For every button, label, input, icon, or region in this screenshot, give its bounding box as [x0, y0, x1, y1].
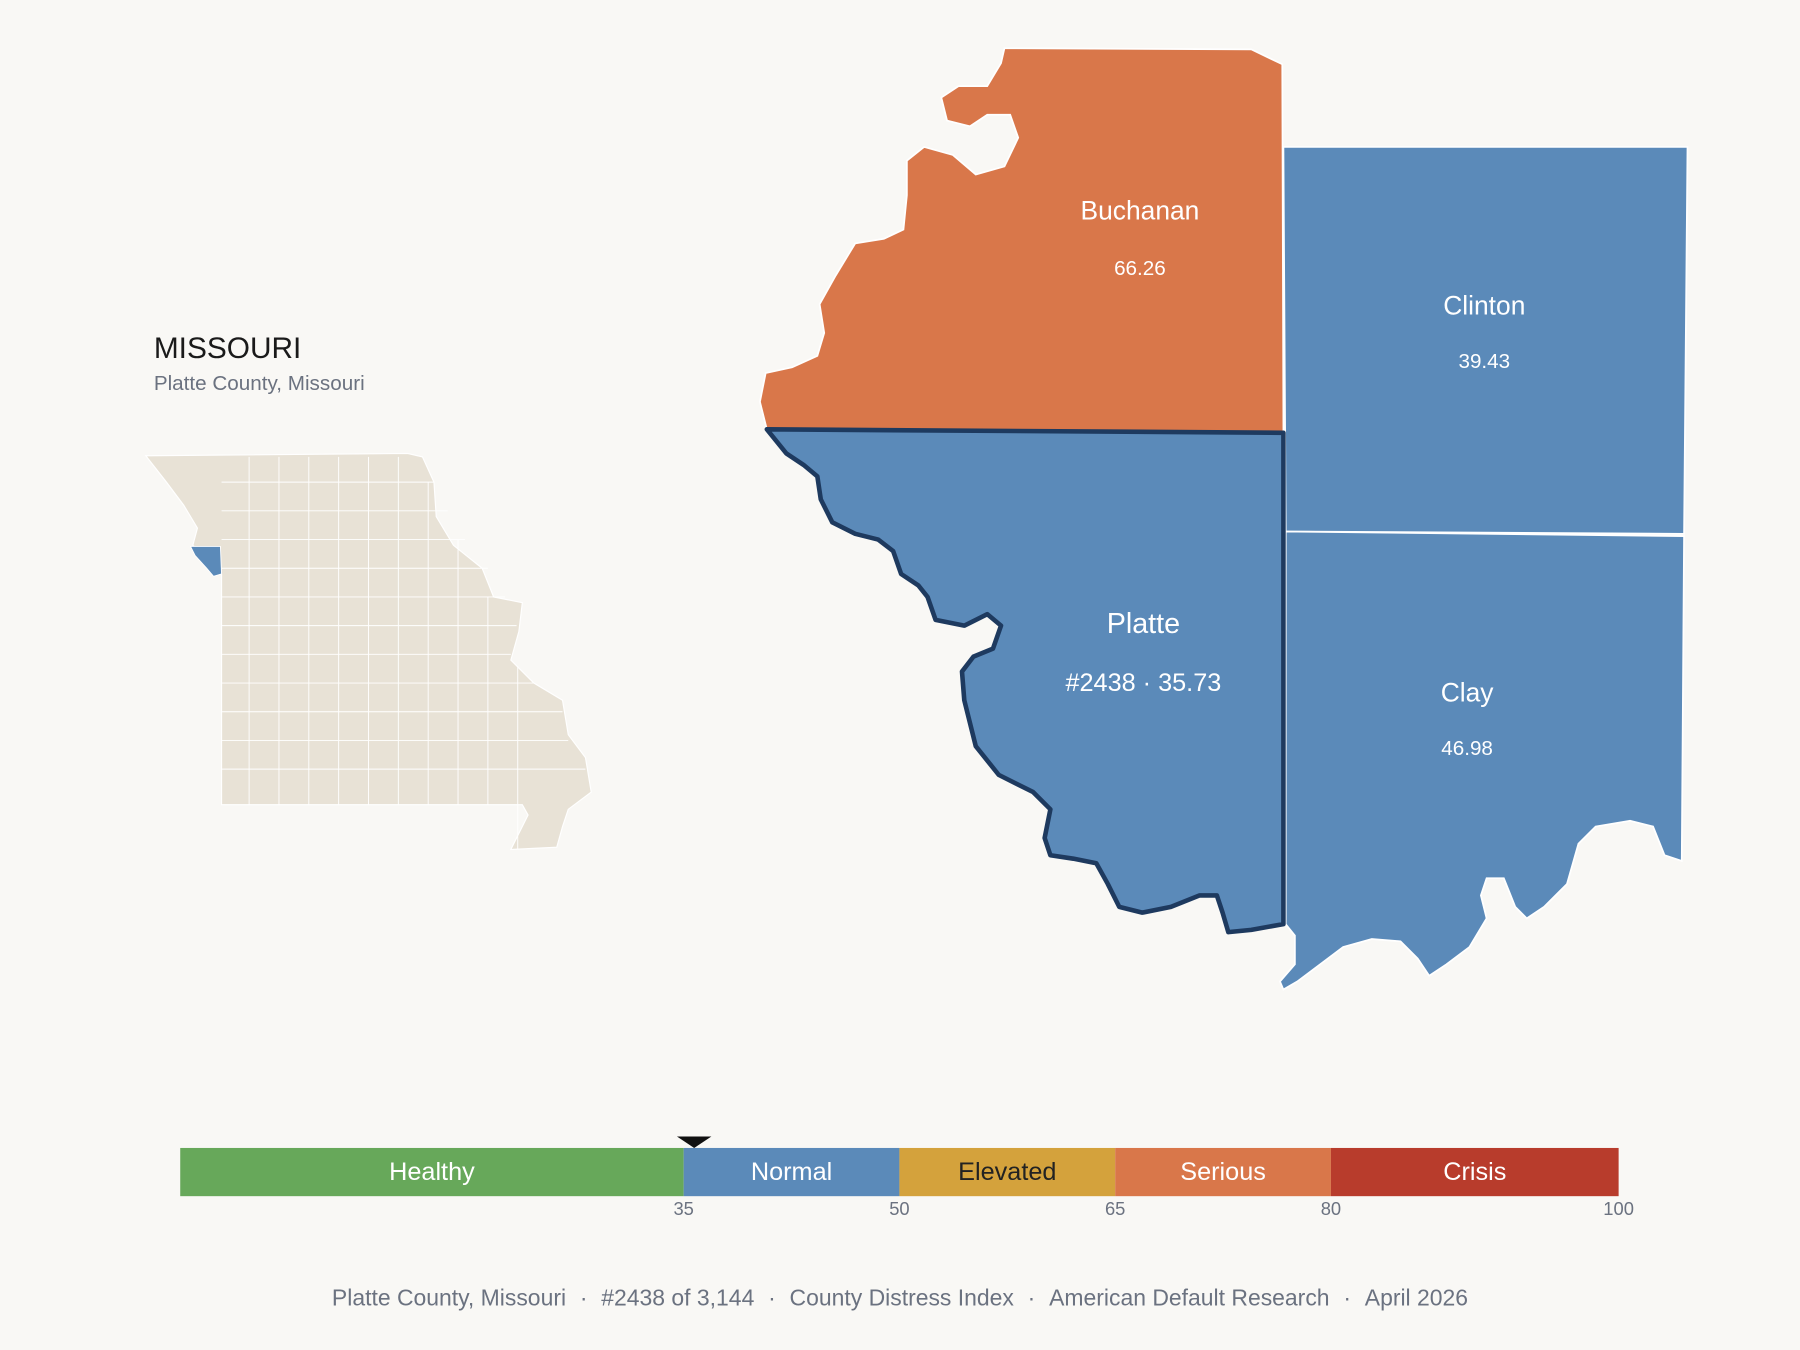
scale-tick-label: 50 [889, 1198, 909, 1219]
county-value: 39.43 [1458, 350, 1510, 373]
county-name: Clay [1441, 677, 1495, 707]
footer-separator: · [1343, 1285, 1351, 1311]
footer-item: Platte County, Missouri [332, 1285, 566, 1311]
scale-band [683, 1147, 900, 1197]
footer: Platte County, Missouri · #2438 of 3,144 · C… [332, 1285, 1468, 1311]
scale-band [180, 1147, 684, 1197]
county-area[interactable] [759, 47, 1285, 433]
scale-band-label: Crisis [1443, 1158, 1506, 1186]
footer-item: American Default Research [1049, 1285, 1329, 1311]
county-value: 46.98 [1441, 737, 1493, 760]
county-name: Clinton [1443, 291, 1525, 321]
scale-tick-label: 35 [673, 1198, 693, 1219]
footer-text: Platte County, Missouri · #2438 of 3,144 · C… [332, 1285, 1468, 1311]
scale-tick-label: 65 [1105, 1198, 1125, 1219]
scale-band-label: Serious [1180, 1158, 1266, 1186]
county-area[interactable] [1282, 146, 1689, 535]
state-title: MISSOURI [154, 332, 302, 365]
state-subtitle: Platte County, Missouri [154, 372, 365, 395]
scale-band-label: Elevated [958, 1158, 1056, 1186]
footer-item: April 2026 [1365, 1285, 1468, 1311]
scale-band [1330, 1147, 1619, 1197]
scale-band-label: Normal [751, 1158, 832, 1186]
scale-band [899, 1147, 1116, 1197]
distress-scale: Healthy Normal Elevated Serious Crisis 35 50 65… [180, 1136, 1634, 1219]
scale-tick-label: 80 [1321, 1198, 1341, 1219]
county-area[interactable] [1278, 530, 1685, 991]
scale-band-label: Healthy [389, 1158, 475, 1186]
footer-separator: · [768, 1285, 776, 1311]
state-county-lines [221, 456, 586, 850]
county-name: Buchanan [1080, 195, 1199, 225]
county-value: #2438 · 35.73 [1065, 669, 1221, 697]
county-value: 66.26 [1114, 257, 1166, 280]
footer-item: #2438 of 3,144 [601, 1285, 754, 1311]
county-grid [221, 456, 586, 850]
footer-separator: · [1028, 1285, 1036, 1311]
scale-tick-label: 100 [1603, 1198, 1634, 1219]
footer-item: County Distress Index [790, 1285, 1015, 1311]
footer-separator: · [580, 1285, 588, 1311]
county-area-selected[interactable] [764, 427, 1286, 935]
mini-highlight [189, 545, 223, 577]
county-name: Platte [1107, 608, 1180, 640]
scale-marker [676, 1136, 712, 1148]
scale-band [1115, 1147, 1331, 1197]
